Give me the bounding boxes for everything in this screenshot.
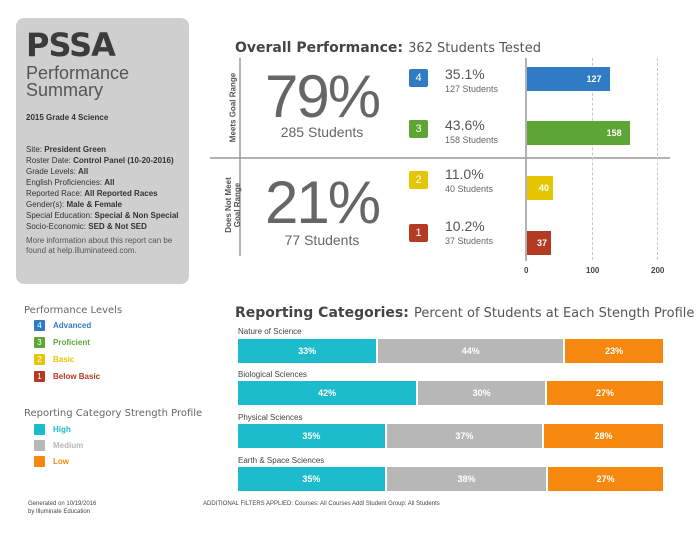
meta-site: Site: President Green — [26, 145, 107, 154]
category-label-nature-of-science: Nature of Science — [238, 327, 302, 336]
generated-line-2: by Illuminate Education — [28, 509, 91, 515]
level-4-students: 127 Students — [445, 84, 499, 94]
not-meet-students: 77 Students — [284, 232, 360, 248]
strength-profile-legend-title: Reporting Category Strength Profile — [24, 408, 203, 419]
legend-level-2-swatch: 2 — [34, 354, 45, 365]
legend-level-3-label: Proficient — [53, 338, 90, 347]
meta-grade-levels: Grade Levels: All — [26, 167, 89, 176]
axis-tick-100: 100 — [586, 266, 600, 275]
level-2-students: 40 Students — [445, 184, 494, 194]
nature-of-science-low-segment: 23% — [565, 339, 663, 363]
meets-percentage: 79% — [264, 63, 381, 130]
generated-info: Generated on 10/19/2016 by Illuminate Ed… — [28, 500, 96, 516]
legend-level-1-label: Below Basic — [53, 372, 101, 381]
legend-level-3-swatch: 3 — [34, 337, 45, 348]
meta-special-education: Special Education: Special & Non Special — [26, 211, 179, 220]
level-3-students: 158 Students — [445, 135, 499, 145]
axis-tick-200: 200 — [651, 266, 665, 275]
meta-roster-date: Roster Date: Control Panel (10-20-2016) — [26, 156, 174, 165]
reporting-categories-title: Reporting Categories: Percent of Student… — [235, 302, 694, 321]
level-3-bar: 158 — [527, 121, 630, 145]
legend-level-1: 1 Below Basic — [34, 371, 100, 382]
additional-filters: ADDITIONAL FILTERS APPLIED: Courses: All… — [203, 501, 440, 507]
meta-english-proficiencies: English Proficiencies: All — [26, 178, 115, 187]
report-grade: 2015 Grade 4 Science — [26, 113, 109, 122]
biological-sciences-medium-segment: 30% — [418, 381, 546, 405]
legend-level-4: 4 Advanced — [34, 320, 91, 331]
meta-gender: Gender(s): Male & Female — [26, 200, 123, 209]
level-4-badge: 4 — [409, 69, 428, 87]
performance-levels-legend-title: Performance Levels — [24, 305, 123, 316]
legend-level-1-swatch: 1 — [34, 371, 45, 382]
level-1-bar: 37 — [527, 231, 552, 255]
not-meet-percentage: 21% — [264, 169, 381, 236]
axis-tick-0: 0 — [524, 266, 529, 275]
legend-medium-label: Medium — [53, 441, 84, 450]
earth-space-sciences-high-segment: 35% — [238, 467, 385, 491]
biological-sciences-high-segment: 42% — [238, 381, 417, 405]
overall-performance-grid — [210, 58, 670, 261]
legend-high-swatch — [34, 424, 45, 435]
meets-students: 285 Students — [280, 124, 364, 140]
level-4-percent: 35.1% — [445, 66, 485, 82]
legend-level-3: 3 Proficient — [34, 337, 90, 348]
level-3-percent: 43.6% — [445, 117, 485, 133]
legend-strength-low: Low — [34, 456, 69, 467]
overall-title-bold: Overall Performance: — [235, 40, 404, 56]
nature-of-science-medium-segment: 44% — [378, 339, 564, 363]
report-summary-card: PSSA Performance Summary 2015 Grade 4 Sc… — [16, 18, 189, 284]
reporting-title-rest: Percent of Students at Each Stength Prof… — [413, 306, 695, 321]
level-3-badge: 3 — [409, 120, 428, 138]
gridline-100 — [592, 58, 593, 260]
level-4-bar: 127 — [527, 67, 610, 91]
legend-level-2-label: Basic — [53, 355, 75, 364]
level-2-percent: 11.0% — [445, 166, 484, 182]
earth-space-sciences-medium-segment: 38% — [386, 467, 547, 491]
earth-space-sciences-low-segment: 27% — [548, 467, 663, 491]
report-meta: Site: President Green Roster Date: Contr… — [26, 144, 179, 232]
meta-socio-economic: Socio-Economic: SED & Not SED — [26, 222, 147, 231]
category-label-physical-sciences: Physical Sciences — [238, 413, 303, 422]
physical-sciences-high-segment: 35% — [238, 424, 385, 448]
legend-high-label: High — [53, 425, 71, 434]
generated-line-1: Generated on 10/19/2016 — [28, 501, 97, 507]
level-1-percent: 10.2% — [445, 218, 485, 234]
gridline-200 — [657, 58, 658, 260]
legend-low-swatch — [34, 456, 45, 467]
physical-sciences-medium-segment: 37% — [386, 424, 542, 448]
subtitle-line-1: Performance — [26, 63, 130, 83]
meets-goal-range-label: Meets Goal Range — [228, 72, 238, 143]
not-meet-goal-range-label: Does Not Meet Goal Range — [224, 177, 242, 233]
report-subtitle: Performance Summary — [26, 63, 179, 100]
physical-sciences-low-segment: 28% — [544, 424, 663, 448]
nature-of-science-high-segment: 33% — [238, 339, 377, 363]
legend-strength-high: High — [34, 424, 71, 435]
level-2-bar: 40 — [527, 176, 553, 200]
overall-performance-title: Overall Performance: 362 Students Tested — [235, 37, 541, 56]
legend-medium-swatch — [34, 440, 45, 451]
legend-level-2: 2 Basic — [34, 354, 74, 365]
category-label-biological-sciences: Biological Sciences — [238, 370, 307, 379]
level-2-badge: 2 — [409, 171, 428, 189]
legend-level-4-label: Advanced — [53, 321, 92, 330]
subtitle-line-2: Summary — [26, 80, 104, 100]
category-label-earth-space-sciences: Earth & Space Sciences — [238, 456, 325, 465]
legend-strength-medium: Medium — [34, 440, 83, 451]
overall-title-rest: 362 Students Tested — [408, 41, 541, 56]
legend-low-label: Low — [53, 457, 69, 466]
legend-level-4-swatch: 4 — [34, 320, 45, 331]
level-1-badge: 1 — [409, 224, 428, 242]
help-note: More information about this report can b… — [26, 236, 173, 255]
biological-sciences-low-segment: 27% — [547, 381, 663, 405]
report-brand: PSSA — [26, 26, 116, 64]
level-1-students: 37 Students — [445, 236, 494, 246]
reporting-title-bold: Reporting Categories: — [235, 305, 409, 321]
meta-reported-race: Reported Race: All Reported Races — [26, 189, 158, 198]
